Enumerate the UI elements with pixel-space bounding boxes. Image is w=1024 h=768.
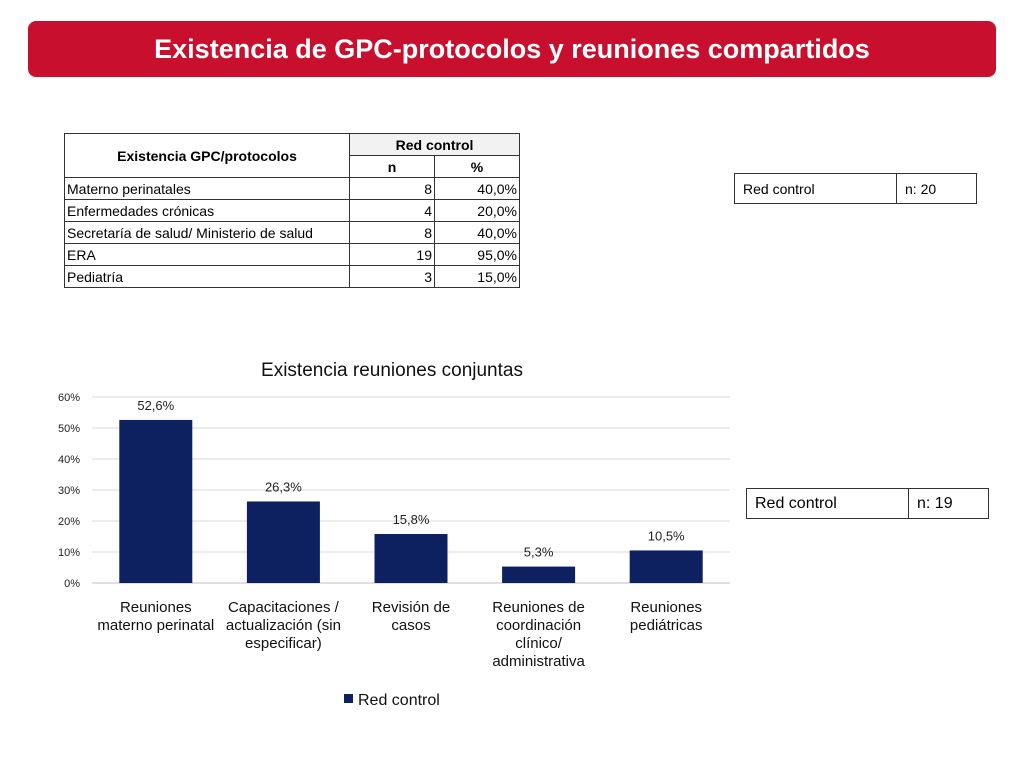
bar xyxy=(246,501,320,583)
table-row: Enfermedades crónicas 4 20,0% xyxy=(64,199,520,222)
row-label: Pediatría xyxy=(64,265,350,288)
row-pct: 40,0% xyxy=(434,177,520,200)
bar xyxy=(502,566,576,583)
row-label: ERA xyxy=(64,243,350,266)
x-tick-label: Revisión de casos xyxy=(372,599,450,634)
bar xyxy=(374,534,448,583)
bar xyxy=(629,550,703,583)
chart-title: Existencia reuniones conjuntas xyxy=(261,360,523,381)
table-row: ERA 19 95,0% xyxy=(64,243,520,266)
data-label: 15,8% xyxy=(393,512,430,527)
y-tick-label: 20% xyxy=(58,516,80,528)
row-n: 4 xyxy=(349,199,435,222)
x-tick-label: Capacitaciones / actualización (sin especi… xyxy=(226,599,341,652)
row-pct: 40,0% xyxy=(434,221,520,244)
x-tick-label: Reuniones pediátricas xyxy=(630,599,703,634)
sample-size-box-bottom: Red control n: 19 xyxy=(746,488,989,519)
table-row: Materno perinatales 8 40,0% xyxy=(64,177,520,200)
row-pct: 95,0% xyxy=(434,243,520,266)
sample-size-box-top: Red control n: 20 xyxy=(734,173,977,204)
data-label: 10,5% xyxy=(648,528,685,543)
row-n: 8 xyxy=(349,177,435,200)
bar xyxy=(119,419,193,583)
row-n: 19 xyxy=(349,243,435,266)
y-tick-label: 50% xyxy=(58,423,80,435)
legend-swatch xyxy=(344,694,353,703)
y-tick-label: 0% xyxy=(64,578,80,590)
y-tick-label: 60% xyxy=(58,392,80,404)
row-n: 3 xyxy=(349,265,435,288)
sample-size-label: Red control xyxy=(734,173,897,204)
y-tick-label: 40% xyxy=(58,454,80,466)
legend-label: Red control xyxy=(358,692,440,709)
gpc-table: Existencia GPC/protocolos Red control n … xyxy=(64,133,520,288)
data-label: 5,3% xyxy=(524,545,554,560)
title-banner: Existencia de GPC-protocolos y reuniones… xyxy=(28,21,996,77)
row-pct: 15,0% xyxy=(434,265,520,288)
row-label: Enfermedades crónicas xyxy=(64,199,350,222)
table-row: Secretaría de salud/ Ministerio de salud… xyxy=(64,221,520,244)
table-row: Pediatría 3 15,0% xyxy=(64,265,520,288)
data-label: 26,3% xyxy=(265,479,302,494)
sample-size-value: n: 19 xyxy=(908,488,989,519)
x-tick-label: Reuniones materno perinatal xyxy=(97,599,214,634)
page-title: Existencia de GPC-protocolos y reuniones… xyxy=(154,33,870,64)
gpc-table-header-group: Red control xyxy=(349,133,520,156)
gpc-table-header-n: n xyxy=(349,155,435,178)
row-pct: 20,0% xyxy=(434,199,520,222)
sample-size-label: Red control xyxy=(746,488,909,519)
sample-size-value: n: 20 xyxy=(896,173,977,204)
y-tick-label: 10% xyxy=(58,547,80,559)
bar-chart: Existencia reuniones conjuntas 0% 10% 20% 3… xyxy=(58,360,730,709)
gpc-table-header-label: Existencia GPC/protocolos xyxy=(64,133,350,178)
row-label: Secretaría de salud/ Ministerio de salud xyxy=(64,221,350,244)
row-n: 8 xyxy=(349,221,435,244)
y-tick-label: 30% xyxy=(58,485,80,497)
row-label: Materno perinatales xyxy=(64,177,350,200)
data-label: 52,6% xyxy=(137,398,174,413)
gpc-table-header-pct: % xyxy=(434,155,520,178)
x-tick-label: Reuniones de coordinación clínico/administ… xyxy=(492,599,585,670)
